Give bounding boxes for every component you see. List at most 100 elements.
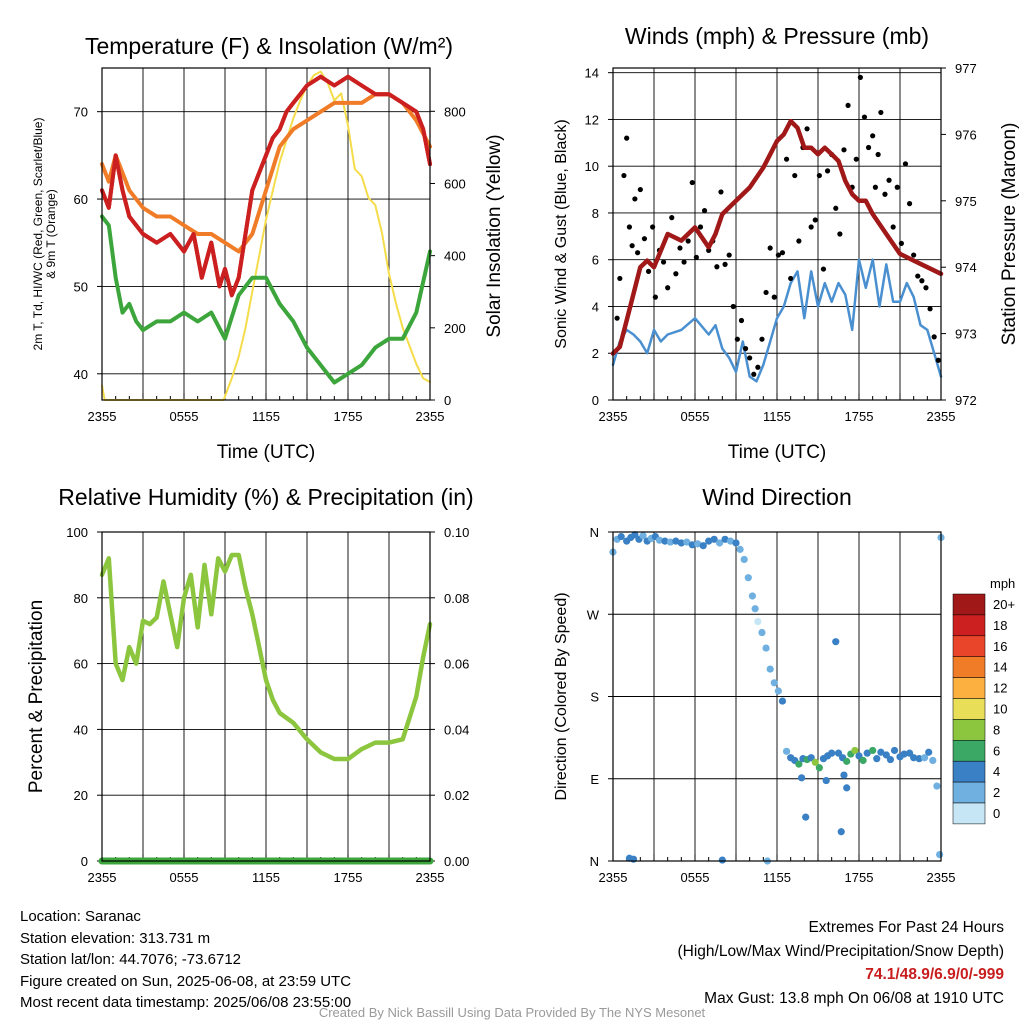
legend-label: 16 <box>993 639 1007 654</box>
gust-point <box>857 74 863 80</box>
x-tick-label: 1155 <box>252 409 280 424</box>
station-location: Location: Saranac <box>20 908 141 925</box>
station-latlon: Station lat/lon: 44.7076; -73.6712 <box>20 951 242 968</box>
direction-point <box>815 764 823 772</box>
y-tick-label: N <box>590 525 599 540</box>
gust-point <box>669 215 675 221</box>
y-tick-label: 8 <box>592 206 599 221</box>
x-tick-label: 0555 <box>681 409 710 424</box>
y2-tick-label: 200 <box>444 321 466 336</box>
extremes-panel: Extremes For Past 24 Hours (High/Low/Max… <box>678 916 1005 1010</box>
direction-point <box>699 542 707 550</box>
gust-point <box>677 245 683 251</box>
legend-swatch <box>952 635 986 657</box>
gust-point <box>935 357 941 363</box>
direction-point <box>900 750 908 758</box>
x-tick-label: 0555 <box>681 870 710 885</box>
series-line <box>99 552 433 762</box>
gust-point <box>923 285 929 291</box>
y-tick-label: E <box>590 772 599 787</box>
direction-point <box>915 755 923 763</box>
series-line <box>100 214 432 385</box>
gust-point <box>701 208 708 214</box>
gust-point <box>685 238 691 244</box>
x-tick-label: 2355 <box>599 870 628 885</box>
direction-point <box>721 535 729 543</box>
gust-point <box>718 189 724 195</box>
y-tick-label: 6 <box>592 253 599 268</box>
gust-point <box>837 231 843 237</box>
gust-point <box>878 109 884 116</box>
gust-point <box>742 345 749 352</box>
direction-point <box>933 782 941 790</box>
y-axis-label: Percent & Precipitation <box>26 600 47 793</box>
direction-point <box>774 687 782 695</box>
y-tick-label: N <box>590 854 599 869</box>
gust-point <box>906 201 913 207</box>
extremes-subtitle: (High/Low/Max Wind/Precipitation/Snow De… <box>677 942 1005 960</box>
x-tick-label: 2355 <box>88 409 117 424</box>
legend-label: 6 <box>993 743 1000 758</box>
legend-swatch <box>952 802 986 825</box>
gust-point <box>890 224 896 230</box>
figure-created: Figure created on Sun, 2025-06-08, at 23… <box>20 972 352 990</box>
direction-point <box>718 856 726 864</box>
direction-point <box>666 538 675 546</box>
gust-point <box>808 224 814 230</box>
gust-point <box>911 252 917 258</box>
extremes-values: 74.1/48.9/6.9/0/-999 <box>865 966 1004 983</box>
direction-point <box>811 758 819 766</box>
gust-point <box>894 184 900 190</box>
y-tick-label: 4 <box>592 299 599 314</box>
x-tick-label: 1155 <box>252 870 280 885</box>
y2-tick-label: 976 <box>955 127 977 142</box>
y-tick-label: 50 <box>74 279 88 294</box>
gust-point <box>902 161 909 167</box>
gust-point <box>734 336 740 342</box>
direction-point <box>754 617 762 626</box>
gust-point <box>771 294 777 300</box>
x-tick-label: 2355 <box>599 409 628 424</box>
gust-point <box>812 217 818 223</box>
series-line <box>100 74 432 298</box>
gust-point <box>865 144 872 151</box>
gust-point <box>931 334 937 340</box>
x-tick-label: 1155 <box>763 409 791 424</box>
direction-point <box>921 754 929 762</box>
gust-point <box>617 275 623 282</box>
direction-point <box>726 537 735 545</box>
direction-point <box>828 749 836 757</box>
gust-point <box>875 151 881 158</box>
direction-point <box>886 755 895 764</box>
y-tick-label: 0 <box>592 393 599 408</box>
x-tick-label: 1755 <box>334 409 363 424</box>
direction-point <box>851 746 859 755</box>
gust-point <box>792 172 798 179</box>
gust-point <box>747 355 753 361</box>
y-tick-label: 14 <box>585 66 599 81</box>
gust-point <box>637 186 643 193</box>
direction-point <box>840 771 848 779</box>
y2-tick-label: 800 <box>444 104 466 119</box>
y-tick-label: 10 <box>585 159 599 174</box>
y2-tick-label: 0.10 <box>444 525 469 540</box>
x-tick-label: 1755 <box>845 870 874 885</box>
direction-point <box>778 697 787 705</box>
legend-title: mph <box>990 576 1015 591</box>
gust-point <box>841 147 847 153</box>
direction-point <box>795 760 803 768</box>
gust-point <box>927 306 933 312</box>
y-tick-label: W <box>587 607 600 622</box>
y-axis-label: Sonic Wind & Gust (Blue, Black) <box>553 119 570 348</box>
gust-point <box>635 250 641 256</box>
direction-point <box>740 555 748 564</box>
direction-point <box>832 638 840 646</box>
x-tick-label: 2355 <box>927 409 956 424</box>
chart-title: Temperature (F) & Insolation (W/m²) <box>85 33 453 59</box>
gust-point <box>621 172 627 179</box>
gust-point <box>755 364 761 370</box>
direction-point <box>766 665 774 673</box>
direction-point <box>843 784 851 792</box>
